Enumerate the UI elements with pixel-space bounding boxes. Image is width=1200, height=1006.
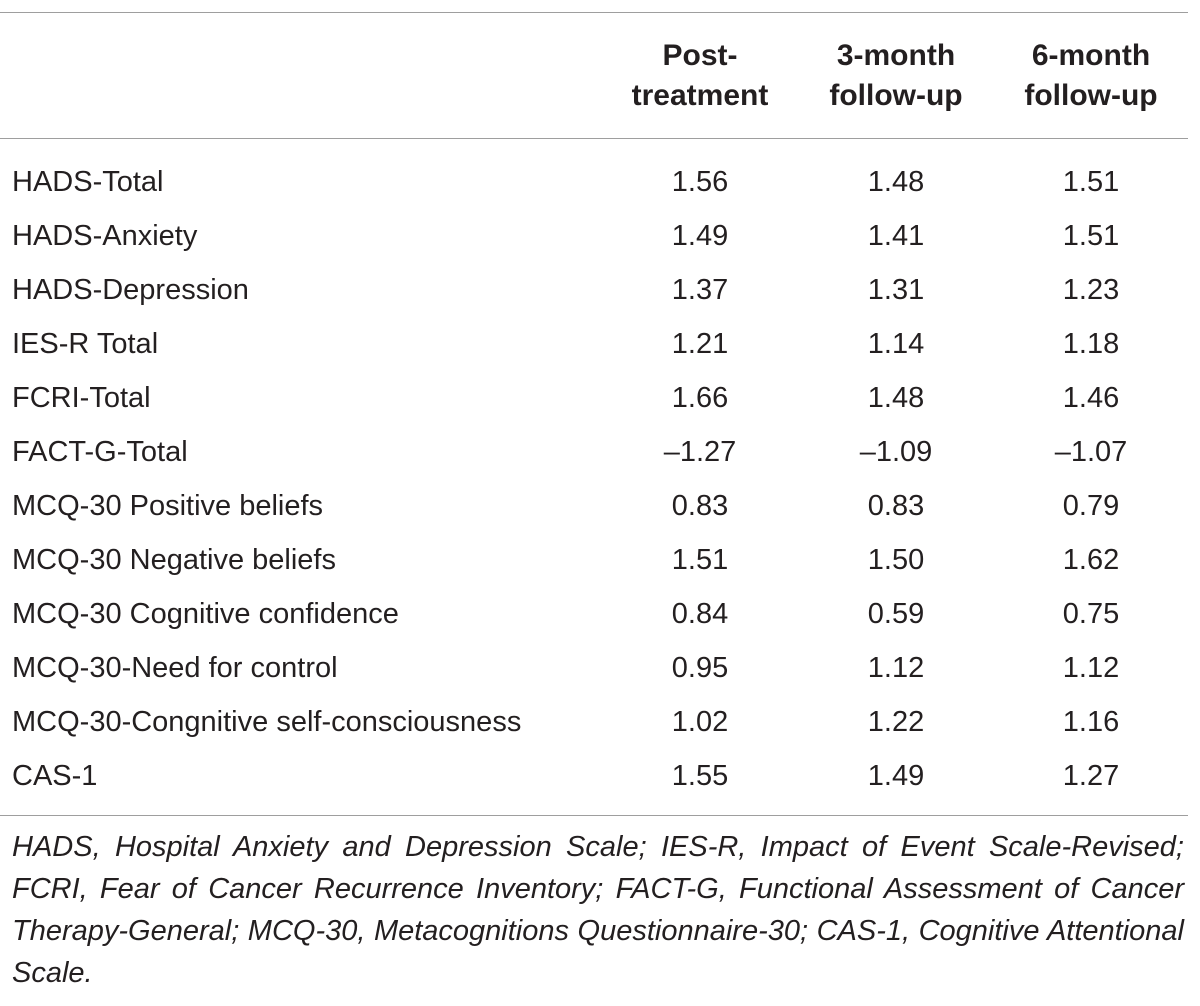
cell-6-month: –1.07 (994, 425, 1188, 479)
cell-3-month: 1.14 (798, 317, 994, 371)
cell-3-month: 1.12 (798, 641, 994, 695)
cell-post-treatment: 1.56 (602, 139, 798, 210)
cell-post-treatment: 0.95 (602, 641, 798, 695)
table-row: MCQ-30 Cognitive confidence 0.84 0.59 0.… (0, 587, 1188, 641)
table-row: MCQ-30-Need for control 0.95 1.12 1.12 (0, 641, 1188, 695)
cell-3-month: 0.59 (798, 587, 994, 641)
row-label: CAS-1 (0, 749, 602, 815)
cell-3-month: 1.41 (798, 209, 994, 263)
row-label: IES-R Total (0, 317, 602, 371)
cell-6-month: 1.23 (994, 263, 1188, 317)
header-measure (0, 13, 602, 139)
cell-post-treatment: 0.83 (602, 479, 798, 533)
cell-post-treatment: 1.49 (602, 209, 798, 263)
cell-6-month: 1.46 (994, 371, 1188, 425)
cell-6-month: 1.27 (994, 749, 1188, 815)
table-row: FACT-G-Total –1.27 –1.09 –1.07 (0, 425, 1188, 479)
row-label: FACT-G-Total (0, 425, 602, 479)
row-label: HADS-Total (0, 139, 602, 210)
cell-3-month: 1.48 (798, 371, 994, 425)
cell-post-treatment: 1.37 (602, 263, 798, 317)
cell-post-treatment: 1.66 (602, 371, 798, 425)
header-3-month-follow-up: 3-month follow-up (798, 13, 994, 139)
effect-size-table: Post- treatment 3-month follow-up 6-mont… (0, 12, 1188, 815)
cell-3-month: 1.31 (798, 263, 994, 317)
table-body: HADS-Total 1.56 1.48 1.51 HADS-Anxiety 1… (0, 139, 1188, 816)
row-label: MCQ-30-Need for control (0, 641, 602, 695)
table-row: HADS-Anxiety 1.49 1.41 1.51 (0, 209, 1188, 263)
cell-post-treatment: –1.27 (602, 425, 798, 479)
table-bottom-rule (0, 815, 1188, 816)
cell-6-month: 1.12 (994, 641, 1188, 695)
cell-3-month: 1.49 (798, 749, 994, 815)
table-header: Post- treatment 3-month follow-up 6-mont… (0, 13, 1188, 139)
document-page: Post- treatment 3-month follow-up 6-mont… (0, 0, 1200, 1006)
row-label: MCQ-30 Negative beliefs (0, 533, 602, 587)
header-post-treatment: Post- treatment (602, 13, 798, 139)
table-row: IES-R Total 1.21 1.14 1.18 (0, 317, 1188, 371)
table-row: HADS-Depression 1.37 1.31 1.23 (0, 263, 1188, 317)
header-post-treatment-line2: treatment (602, 76, 798, 116)
cell-3-month: –1.09 (798, 425, 994, 479)
table-footnote: HADS, Hospital Anxiety and Depression Sc… (12, 826, 1184, 994)
cell-6-month: 0.79 (994, 479, 1188, 533)
cell-6-month: 1.51 (994, 139, 1188, 210)
table-row: MCQ-30-Congnitive self-consciousness 1.0… (0, 695, 1188, 749)
row-label: HADS-Depression (0, 263, 602, 317)
cell-post-treatment: 1.55 (602, 749, 798, 815)
cell-post-treatment: 1.21 (602, 317, 798, 371)
cell-6-month: 1.16 (994, 695, 1188, 749)
row-label: FCRI-Total (0, 371, 602, 425)
header-6-month-follow-up: 6-month follow-up (994, 13, 1188, 139)
cell-6-month: 0.75 (994, 587, 1188, 641)
row-label: MCQ-30 Positive beliefs (0, 479, 602, 533)
cell-6-month: 1.62 (994, 533, 1188, 587)
header-post-treatment-line1: Post- (602, 36, 798, 76)
cell-3-month: 1.50 (798, 533, 994, 587)
table-row: MCQ-30 Negative beliefs 1.51 1.50 1.62 (0, 533, 1188, 587)
row-label: HADS-Anxiety (0, 209, 602, 263)
cell-post-treatment: 0.84 (602, 587, 798, 641)
table-row: FCRI-Total 1.66 1.48 1.46 (0, 371, 1188, 425)
cell-post-treatment: 1.51 (602, 533, 798, 587)
cell-post-treatment: 1.02 (602, 695, 798, 749)
cell-3-month: 1.48 (798, 139, 994, 210)
header-3-month-line1: 3-month (798, 36, 994, 76)
cell-6-month: 1.51 (994, 209, 1188, 263)
table-row: CAS-1 1.55 1.49 1.27 (0, 749, 1188, 815)
header-6-month-line2: follow-up (994, 76, 1188, 116)
header-3-month-line2: follow-up (798, 76, 994, 116)
header-6-month-line1: 6-month (994, 36, 1188, 76)
header-row: Post- treatment 3-month follow-up 6-mont… (0, 13, 1188, 139)
cell-3-month: 1.22 (798, 695, 994, 749)
row-label: MCQ-30-Congnitive self-consciousness (0, 695, 602, 749)
table-row: MCQ-30 Positive beliefs 0.83 0.83 0.79 (0, 479, 1188, 533)
cell-6-month: 1.18 (994, 317, 1188, 371)
table-row: HADS-Total 1.56 1.48 1.51 (0, 139, 1188, 210)
row-label: MCQ-30 Cognitive confidence (0, 587, 602, 641)
cell-3-month: 0.83 (798, 479, 994, 533)
